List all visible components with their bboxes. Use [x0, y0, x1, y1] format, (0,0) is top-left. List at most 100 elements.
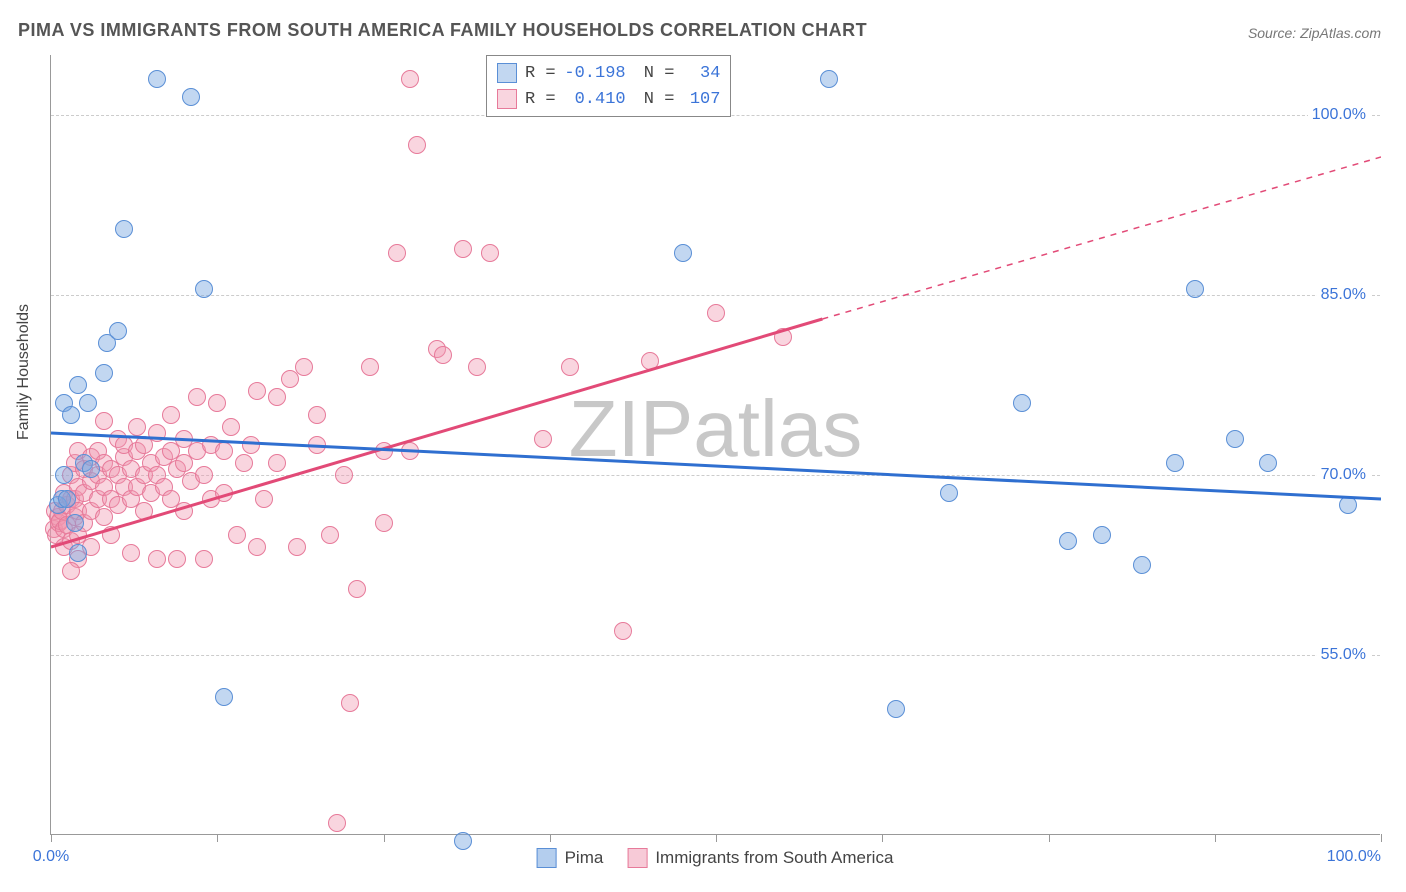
pima-point [1013, 394, 1031, 412]
immigrants-point [434, 346, 452, 364]
y-tick-label: 85.0% [1317, 286, 1370, 304]
chart-plot-area: ZIPatlas R = -0.198 N = 34 R = 0.410 N =… [50, 55, 1380, 835]
pima-point [58, 490, 76, 508]
immigrants-point [148, 550, 166, 568]
pima-point [1133, 556, 1151, 574]
immigrants-point [248, 538, 266, 556]
x-tick [716, 834, 717, 842]
pima-point [55, 466, 73, 484]
pima-point [109, 322, 127, 340]
immigrants-point [128, 418, 146, 436]
pima-point [182, 88, 200, 106]
legend-label: Immigrants from South America [655, 848, 893, 868]
immigrants-point [468, 358, 486, 376]
correlation-stats-box: R = -0.198 N = 34 R = 0.410 N = 107 [486, 55, 731, 117]
pima-point [940, 484, 958, 502]
immigrants-point [361, 358, 379, 376]
immigrants-point [375, 442, 393, 460]
immigrants-point [215, 442, 233, 460]
immigrants-point [62, 562, 80, 580]
immigrants-point [195, 466, 213, 484]
immigrants-point [295, 358, 313, 376]
immigrants-point [288, 538, 306, 556]
immigrants-point [255, 490, 273, 508]
x-tick [51, 834, 52, 842]
immigrants-point [268, 454, 286, 472]
immigrants-point [248, 382, 266, 400]
immigrants-point [148, 424, 166, 442]
immigrants-point [774, 328, 792, 346]
legend-swatch [537, 848, 557, 868]
immigrants-n-value: 107 [682, 90, 720, 109]
pima-point [195, 280, 213, 298]
x-tick [217, 834, 218, 842]
immigrants-swatch [497, 89, 517, 109]
pima-point [1093, 526, 1111, 544]
immigrants-point [208, 394, 226, 412]
immigrants-point [561, 358, 579, 376]
immigrants-point [401, 70, 419, 88]
pima-point [1059, 532, 1077, 550]
legend-label: Pima [565, 848, 604, 868]
gridline [51, 655, 1380, 656]
regression-line [822, 157, 1381, 319]
immigrants-r-value: 0.410 [564, 90, 626, 109]
pima-point [95, 364, 113, 382]
y-tick-label: 100.0% [1308, 106, 1370, 124]
immigrants-point [454, 240, 472, 258]
immigrants-point [168, 550, 186, 568]
legend-item: Pima [537, 848, 604, 868]
pima-point [1166, 454, 1184, 472]
pima-point [674, 244, 692, 262]
legend-bottom: Pima Immigrants from South America [537, 848, 894, 868]
immigrants-point [215, 484, 233, 502]
x-tick [1381, 834, 1382, 842]
immigrants-point [328, 814, 346, 832]
pima-r-value: -0.198 [564, 64, 626, 83]
immigrants-point [242, 436, 260, 454]
pima-point [66, 514, 84, 532]
immigrants-point [321, 526, 339, 544]
immigrants-point [401, 442, 419, 460]
immigrants-point [341, 694, 359, 712]
pima-point [148, 70, 166, 88]
y-tick-label: 70.0% [1317, 466, 1370, 484]
chart-title: PIMA VS IMMIGRANTS FROM SOUTH AMERICA FA… [18, 20, 867, 41]
x-tick [550, 834, 551, 842]
immigrants-point [308, 406, 326, 424]
pima-point [1339, 496, 1357, 514]
pima-point [69, 544, 87, 562]
pima-swatch [497, 63, 517, 83]
immigrants-point [235, 454, 253, 472]
gridline [51, 475, 1380, 476]
pima-point [1259, 454, 1277, 472]
immigrants-point [122, 544, 140, 562]
pima-point [115, 220, 133, 238]
source-attribution: Source: ZipAtlas.com [1248, 25, 1381, 41]
immigrants-point [481, 244, 499, 262]
y-axis-label: Family Households [15, 304, 33, 440]
immigrants-point [222, 418, 240, 436]
immigrants-point [614, 622, 632, 640]
pima-point [454, 832, 472, 850]
pima-n-value: 34 [682, 64, 720, 83]
immigrants-point [707, 304, 725, 322]
y-tick-label: 55.0% [1317, 646, 1370, 664]
stats-row-immigrants: R = 0.410 N = 107 [497, 86, 720, 112]
immigrants-point [408, 136, 426, 154]
pima-point [887, 700, 905, 718]
x-tick [882, 834, 883, 842]
pima-point [820, 70, 838, 88]
pima-point [69, 376, 87, 394]
gridline [51, 295, 1380, 296]
immigrants-point [195, 550, 213, 568]
x-tick [1049, 834, 1050, 842]
x-tick-label: 0.0% [33, 848, 69, 866]
immigrants-point [534, 430, 552, 448]
x-tick [1215, 834, 1216, 842]
immigrants-point [641, 352, 659, 370]
pima-point [62, 406, 80, 424]
pima-point [1226, 430, 1244, 448]
immigrants-point [135, 502, 153, 520]
x-tick [384, 834, 385, 842]
